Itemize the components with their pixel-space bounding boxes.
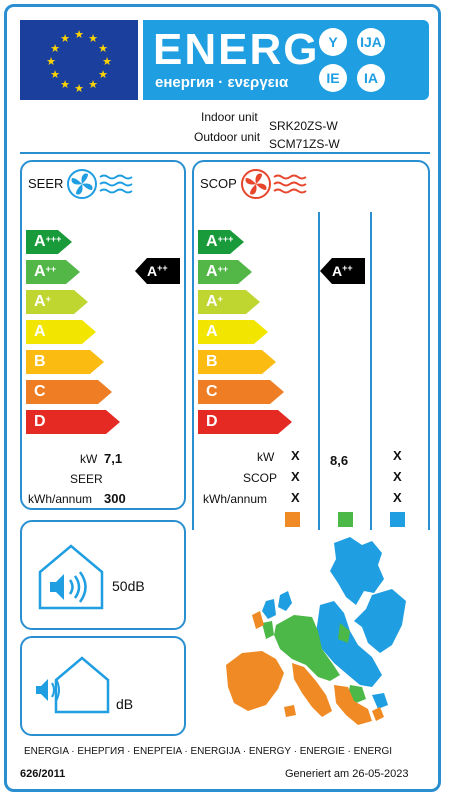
regulation-number: 626/2011 [20, 768, 66, 780]
scop-class-letter: B [206, 353, 218, 370]
scop-col2-scop: 8,6 [330, 453, 349, 468]
generated-date: Generiert am 26-05-2023 [285, 768, 409, 780]
indoor-unit-label: Indoor unit [201, 110, 258, 124]
energy-title: ENERG [153, 25, 320, 74]
scop-col1-kwh: X [291, 490, 300, 505]
seer-class-bar: D [26, 410, 120, 434]
seer-class-letter: B [34, 353, 46, 370]
scop-kwh-label: kWh/annum [203, 492, 268, 506]
scop-kw-label: kW [257, 450, 275, 464]
climate-zone-warmer-swatch [390, 512, 405, 527]
seer-title: SEER [28, 176, 64, 191]
scop-class-letter: C [206, 383, 218, 400]
seer-kw-label: kW [80, 452, 98, 466]
scop-col3-scop: X [393, 469, 402, 484]
lang-suffix-ie: IE [319, 64, 347, 92]
scop-rating-sup: ++ [342, 263, 353, 273]
scop-col1-scop: X [291, 469, 300, 484]
energy-banner: ENERG енергия · ενεργεια Y IJA IE IA [143, 20, 429, 100]
svg-text:★: ★ [102, 55, 112, 68]
seer-class-sup: ++ [45, 264, 57, 274]
seer-class-bar: B [26, 350, 104, 374]
scop-class-bar: A [198, 320, 268, 344]
scop-class-bar: D [198, 410, 292, 434]
scop-column-divider-2 [370, 212, 372, 530]
seer-class-letter: A [34, 263, 46, 280]
seer-class-letter: D [34, 413, 46, 430]
seer-class-letter: A [34, 233, 46, 250]
scop-scop-label: SCOP [243, 471, 278, 485]
scop-class-bar: B [198, 350, 276, 374]
svg-text:★: ★ [60, 32, 70, 45]
seer-rating-sup: ++ [157, 263, 168, 273]
indoor-noise-panel: 50dB [20, 520, 186, 630]
eu-stars-icon: ★ ★ ★ ★ ★ ★ ★ ★ ★ ★ ★ ★ [46, 28, 112, 95]
seer-class-sup: + [45, 294, 51, 304]
svg-text:★: ★ [74, 28, 84, 41]
svg-text:★: ★ [88, 32, 98, 45]
scop-class-sup: + [217, 294, 223, 304]
scop-class-bar: A++ [198, 260, 252, 284]
outdoor-noise-panel: dB [20, 636, 186, 736]
svg-text:★: ★ [46, 55, 56, 68]
scop-class-letter: A [206, 263, 218, 280]
outdoor-unit-value: SCM71ZS-W [269, 137, 340, 151]
scop-class-sup: +++ [217, 234, 234, 244]
seer-class-sup: +++ [45, 234, 62, 244]
svg-text:★: ★ [60, 78, 70, 91]
svg-text:★: ★ [98, 42, 108, 55]
scop-column-divider-1 [318, 212, 320, 530]
outdoor-noise-icon [36, 656, 110, 714]
indoor-noise-icon [38, 544, 104, 610]
scop-rating-letter: A [332, 263, 343, 279]
scop-class-letter: A [206, 293, 218, 310]
europe-climate-map [226, 537, 406, 725]
scop-col1-kw: X [291, 448, 300, 463]
seer-kw-value: 7,1 [104, 451, 123, 466]
scop-class-letter: A [206, 233, 218, 250]
seer-class-bar: A+ [26, 290, 88, 314]
lang-suffix-y: Y [319, 28, 347, 56]
seer-class-letter: A [34, 293, 46, 310]
seer-rating-letter: A [147, 263, 158, 279]
svg-text:★: ★ [74, 82, 84, 95]
scop-col3-kw: X [393, 448, 402, 463]
seer-class-letter: C [34, 383, 46, 400]
scop-panel: SCOP [192, 160, 430, 530]
svg-text:★: ★ [50, 68, 60, 81]
eu-flag: ★ ★ ★ ★ ★ ★ ★ ★ ★ ★ ★ ★ [20, 20, 138, 100]
outdoor-unit-label: Outdoor unit [194, 130, 261, 144]
label-frame [4, 4, 441, 792]
svg-text:★: ★ [88, 78, 98, 91]
scop-class-sup: ++ [217, 264, 229, 274]
heating-fan-icon [241, 169, 307, 199]
footer-languages: ENERGIA · ЕНЕРГИЯ · ΕΝΕΡΓΕΙΑ · ENERGIJA … [24, 746, 392, 757]
svg-text:★: ★ [98, 68, 108, 81]
climate-zone-average-swatch [338, 512, 353, 527]
seer-seer-label: SEER [70, 472, 103, 486]
scop-title: SCOP [200, 176, 237, 191]
lang-suffix-ia: IA [357, 64, 385, 92]
climate-zone-colder-swatch [285, 512, 300, 527]
seer-class-letter: A [34, 323, 46, 340]
scop-col3-kwh: X [393, 490, 402, 505]
seer-kwh-label: kWh/annum [28, 492, 93, 506]
header-divider [20, 152, 430, 154]
seer-class-bar: C [26, 380, 112, 404]
seer-panel: SEER kW 7,1 SEER kWh/annum 300 [20, 160, 186, 510]
svg-text:★: ★ [50, 42, 60, 55]
outdoor-noise-value: dB [116, 696, 134, 712]
indoor-unit-value: SRK20ZS-W [269, 119, 338, 133]
scop-class-bar: C [198, 380, 284, 404]
seer-class-bar: A [26, 320, 96, 344]
indoor-noise-value: 50dB [112, 578, 145, 594]
scop-class-letter: A [206, 323, 218, 340]
seer-kwh-value: 300 [104, 491, 126, 506]
cooling-fan-icon [67, 169, 133, 199]
scop-class-bar: A+ [198, 290, 260, 314]
energy-subtitle: енергия · ενεργεια [155, 74, 289, 91]
lang-suffix-ija: IJA [357, 28, 385, 56]
scop-class-letter: D [206, 413, 218, 430]
